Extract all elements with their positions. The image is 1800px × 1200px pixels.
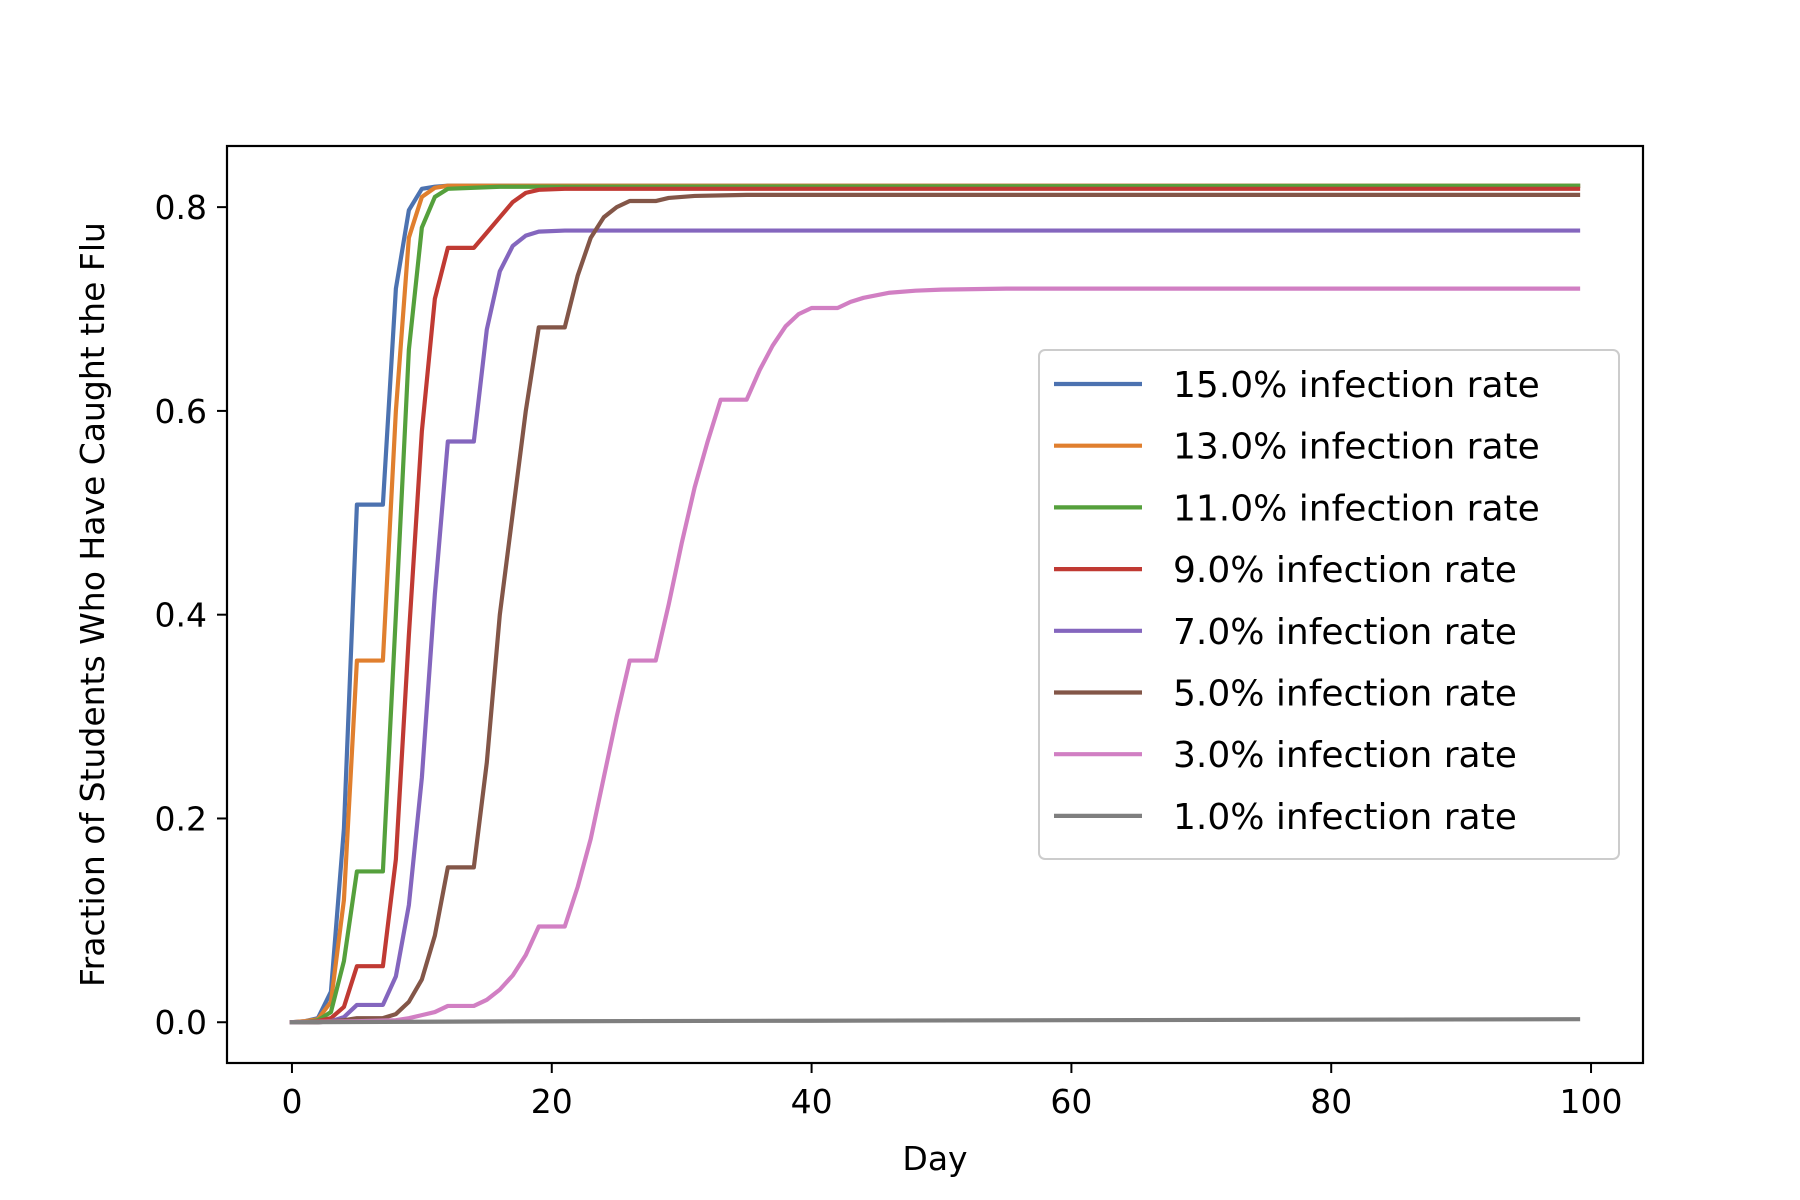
legend-label: 7.0% infection rate [1173, 612, 1517, 653]
y-tick-label: 0.2 [155, 799, 207, 838]
legend-label: 1.0% infection rate [1173, 797, 1517, 838]
y-tick-label: 0.8 [155, 188, 207, 227]
series-line-3 [289, 183, 1581, 1025]
x-tick-label: 100 [1560, 1082, 1623, 1121]
legend-label: 3.0% infection rate [1173, 735, 1517, 776]
plot-lines [289, 183, 1581, 1025]
legend: 15.0% infection rate 13.0% infection rate… [1038, 349, 1620, 860]
x-axis-label: Day [902, 1139, 967, 1178]
legend-label: 13.0% infection rate [1173, 427, 1540, 468]
legend-label: 5.0% infection rate [1173, 674, 1517, 715]
legend-label: 15.0% infection rate [1173, 365, 1540, 406]
plot-frame [225, 144, 1645, 1065]
legend-label: 11.0% infection rate [1173, 488, 1540, 529]
x-tick-label: 0 [281, 1082, 302, 1121]
y-tick-label: 0.4 [155, 596, 207, 635]
x-tick-label: 60 [1050, 1082, 1092, 1121]
series-line-2 [289, 183, 1581, 1025]
x-tick-label: 40 [791, 1082, 833, 1121]
x-tick-label: 80 [1310, 1082, 1352, 1121]
y-axis: 0.0 0.2 0.4 0.6 0.8 [155, 188, 227, 1042]
x-tick-label: 20 [531, 1082, 573, 1121]
x-axis: 0 20 40 60 80 100 [281, 1063, 1623, 1121]
legend-box [1038, 349, 1620, 860]
series-line-4 [289, 186, 1581, 1025]
series-line-6 [289, 192, 1581, 1025]
y-tick-label: 0.6 [155, 392, 207, 431]
y-tick-label: 0.0 [155, 1003, 207, 1042]
series-line-8 [289, 1017, 1581, 1025]
series-line-7 [289, 286, 1581, 1025]
legend-label: 9.0% infection rate [1173, 550, 1517, 591]
y-axis-label: Fraction of Students Who Have Caught the… [73, 222, 112, 987]
